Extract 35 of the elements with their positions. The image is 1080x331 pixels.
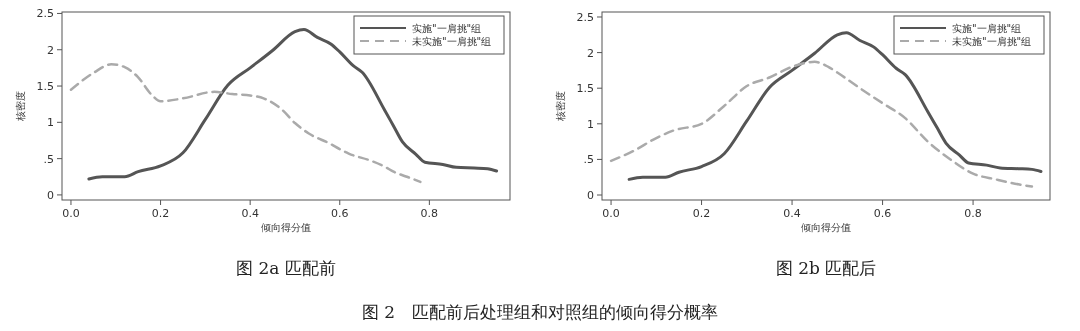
x-tick-label: 0.6: [331, 207, 349, 220]
y-tick-label: 2: [47, 43, 54, 57]
y-tick-label: 0: [587, 189, 594, 203]
y-tick-label: 2.5: [576, 10, 594, 24]
x-tick-label: 0.6: [873, 207, 892, 220]
legend-label: 未实施"一肩挑"组: [412, 36, 492, 47]
x-tick-label: 0.4: [783, 207, 801, 220]
caption: 图 2 匹配前后处理组和对照组的倾向得分概率: [361, 302, 719, 322]
y-tick-label: 2.5: [36, 7, 54, 21]
x-tick-label: 0.8: [964, 207, 982, 220]
y-tick-label: 2: [587, 46, 594, 60]
x-tick-label: 0.2: [151, 207, 170, 220]
text: 图 2b 匹配后: [775, 258, 877, 278]
text: 图 2a 匹配前: [236, 258, 336, 278]
legend-label: 实施"一肩挑"组: [412, 23, 482, 34]
x-tick-label: 0.2: [692, 207, 711, 220]
y-axis-title: 核密度: [15, 91, 26, 122]
legend-label: 实施"一肩挑"组: [952, 23, 1022, 34]
y-tick-label: 0: [47, 188, 54, 202]
x-tick-label: 0.0: [602, 207, 620, 220]
y-tick-label: 1: [47, 116, 54, 130]
y-tick-label: .5: [43, 152, 54, 166]
line-series: [609, 60, 1034, 188]
y-axis-title: 核密度: [555, 91, 566, 122]
x-tick-label: 0.4: [241, 207, 259, 220]
x-axis-title: 倾向得分值: [261, 222, 311, 233]
x-tick-label: 0.8: [420, 207, 439, 220]
x-tick-label: 0.0: [62, 207, 80, 220]
line-series: [69, 63, 422, 184]
y-tick-label: .5: [583, 153, 594, 167]
y-tick-label: 1.5: [576, 82, 594, 96]
legend-label: 未实施"一肩挑"组: [952, 36, 1032, 47]
y-tick-label: 1.5: [36, 80, 54, 94]
y-tick-label: 1: [587, 117, 594, 131]
x-axis-title: 倾向得分值: [801, 222, 851, 233]
